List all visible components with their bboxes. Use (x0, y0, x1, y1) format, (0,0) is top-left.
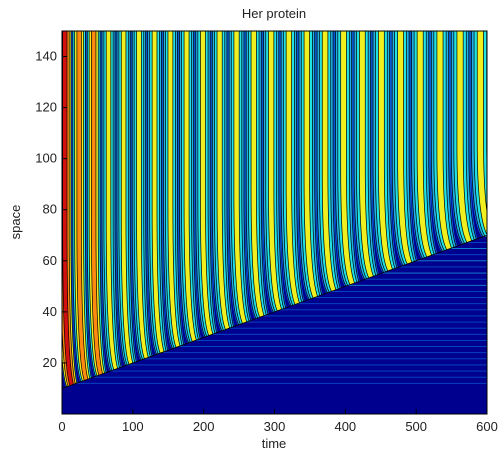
x-tick-label: 500 (405, 419, 427, 434)
plot-area (58, 26, 500, 414)
y-axis-label: space (8, 205, 23, 240)
y-tick-label: 40 (43, 304, 57, 319)
x-tick-label: 200 (193, 419, 215, 434)
x-tick-label: 100 (122, 419, 144, 434)
y-tick-label: 60 (43, 253, 57, 268)
y-tick-label: 140 (35, 49, 57, 64)
y-tick-label: 20 (43, 355, 57, 370)
x-tick-label: 300 (264, 419, 286, 434)
x-tick-label: 400 (334, 419, 356, 434)
chart-title: Her protein (242, 6, 306, 21)
stripe-layer (58, 26, 500, 414)
x-tick-label: 600 (476, 419, 498, 434)
y-tick-label: 100 (35, 151, 57, 166)
y-tick-label: 80 (43, 202, 57, 217)
x-tick-label: 0 (58, 419, 65, 434)
y-tick-label: 120 (35, 100, 57, 115)
x-axis-label: time (262, 436, 287, 451)
